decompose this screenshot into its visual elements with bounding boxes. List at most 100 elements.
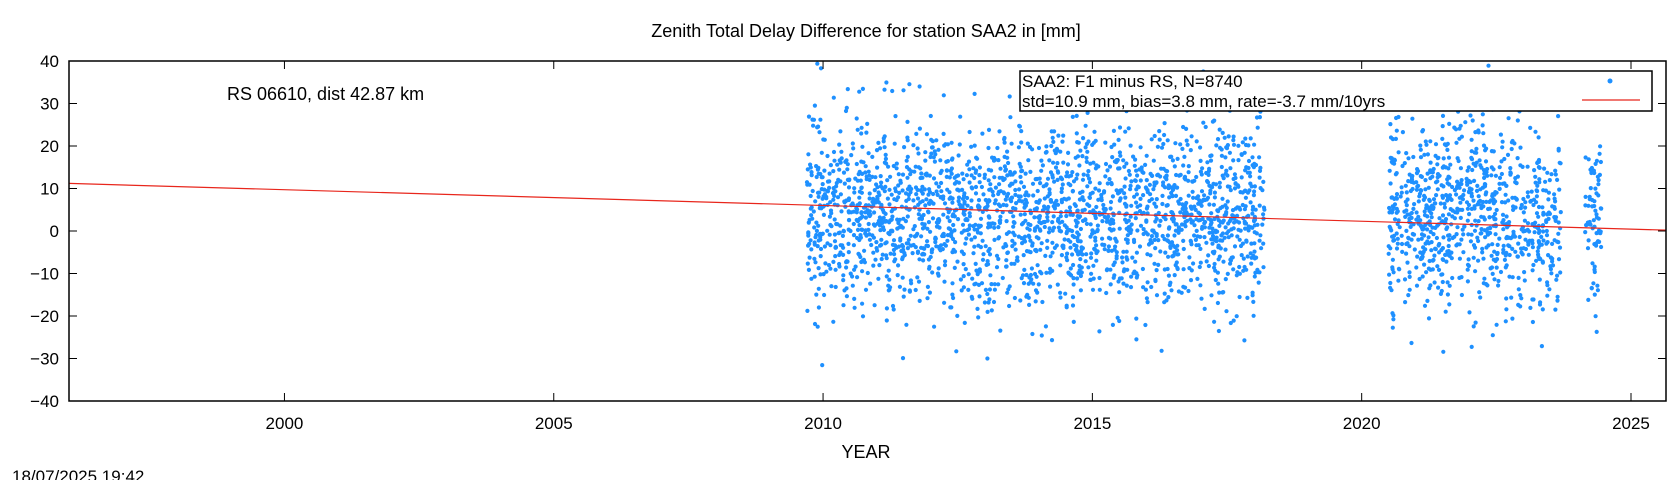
data-point	[1083, 217, 1088, 222]
data-point	[1181, 267, 1186, 272]
data-point	[1054, 198, 1059, 203]
data-point	[1043, 150, 1048, 155]
data-point	[1236, 158, 1241, 163]
data-point	[1532, 168, 1537, 173]
data-point	[1425, 239, 1430, 244]
data-point	[1243, 136, 1248, 141]
data-point	[846, 241, 851, 246]
data-point	[823, 261, 828, 266]
data-point	[969, 173, 974, 178]
data-point	[1078, 190, 1083, 195]
data-point	[1077, 214, 1083, 219]
data-point	[1158, 174, 1163, 179]
data-point	[1555, 294, 1560, 299]
data-point	[1404, 151, 1409, 156]
data-point	[1026, 193, 1031, 198]
data-point	[1144, 178, 1149, 183]
data-point	[1171, 219, 1176, 224]
data-point	[1523, 205, 1528, 210]
data-point	[1191, 261, 1196, 266]
data-point	[1423, 222, 1428, 228]
data-point	[997, 129, 1002, 134]
data-point	[1108, 199, 1114, 205]
data-point	[1420, 227, 1425, 232]
data-point	[1432, 253, 1437, 258]
data-point	[1186, 193, 1191, 198]
data-point	[1250, 155, 1255, 160]
data-point	[1392, 217, 1398, 222]
data-point	[943, 259, 948, 264]
data-point	[1166, 254, 1171, 259]
data-point	[1422, 213, 1428, 218]
data-point	[1435, 156, 1440, 161]
data-point	[1489, 165, 1494, 170]
data-point	[820, 363, 825, 368]
data-point	[1011, 224, 1016, 229]
data-point	[1210, 119, 1215, 124]
data-point	[1086, 265, 1091, 270]
data-point	[1232, 244, 1238, 249]
data-point	[1117, 166, 1122, 171]
data-point	[972, 227, 977, 232]
data-point	[1414, 187, 1419, 192]
data-point	[1162, 267, 1167, 272]
data-point	[1522, 218, 1527, 223]
data-point	[879, 237, 884, 242]
data-point	[1394, 115, 1399, 121]
data-point	[1051, 214, 1056, 219]
data-point	[1455, 206, 1460, 211]
data-point	[972, 235, 978, 240]
data-point	[1423, 139, 1428, 144]
data-point	[1097, 181, 1102, 186]
data-point	[1039, 158, 1044, 163]
data-point	[1034, 207, 1039, 212]
data-point	[1030, 331, 1035, 337]
data-point	[1096, 164, 1101, 169]
data-point	[809, 170, 814, 175]
data-point	[1045, 194, 1050, 199]
data-point	[1240, 140, 1245, 145]
data-point	[815, 190, 821, 195]
data-point	[1181, 124, 1186, 130]
data-point	[840, 243, 845, 248]
data-point	[1058, 214, 1063, 219]
data-point	[910, 251, 915, 256]
data-point	[975, 204, 981, 209]
data-point	[1070, 295, 1076, 300]
data-point	[985, 259, 990, 264]
data-point	[1457, 185, 1462, 190]
data-point	[906, 192, 911, 198]
data-point	[1008, 197, 1013, 202]
data-point	[1083, 145, 1088, 150]
data-point	[1211, 202, 1216, 207]
data-point	[868, 281, 873, 286]
data-point	[806, 220, 811, 225]
data-point	[1001, 190, 1006, 195]
data-point	[1404, 251, 1409, 256]
data-point	[837, 158, 842, 163]
data-point	[1075, 276, 1080, 281]
data-point	[1105, 267, 1110, 272]
data-point	[905, 246, 911, 251]
data-point	[1037, 219, 1042, 225]
data-point	[832, 158, 837, 163]
data-point	[1586, 297, 1591, 302]
data-point	[908, 233, 913, 238]
data-point	[1255, 267, 1260, 272]
data-point	[1545, 170, 1550, 175]
data-point	[1534, 194, 1539, 199]
data-point	[986, 198, 992, 203]
data-point	[1189, 205, 1194, 210]
data-point	[1458, 200, 1463, 205]
data-point	[1394, 128, 1399, 133]
data-point	[1510, 316, 1515, 321]
data-point	[1032, 215, 1037, 220]
data-point	[1212, 265, 1217, 270]
data-point	[833, 244, 838, 249]
data-point	[1250, 211, 1255, 216]
data-point	[1084, 155, 1089, 160]
data-point	[1075, 208, 1080, 213]
data-point	[1458, 166, 1463, 171]
data-point	[960, 222, 966, 227]
data-point	[1508, 166, 1513, 171]
